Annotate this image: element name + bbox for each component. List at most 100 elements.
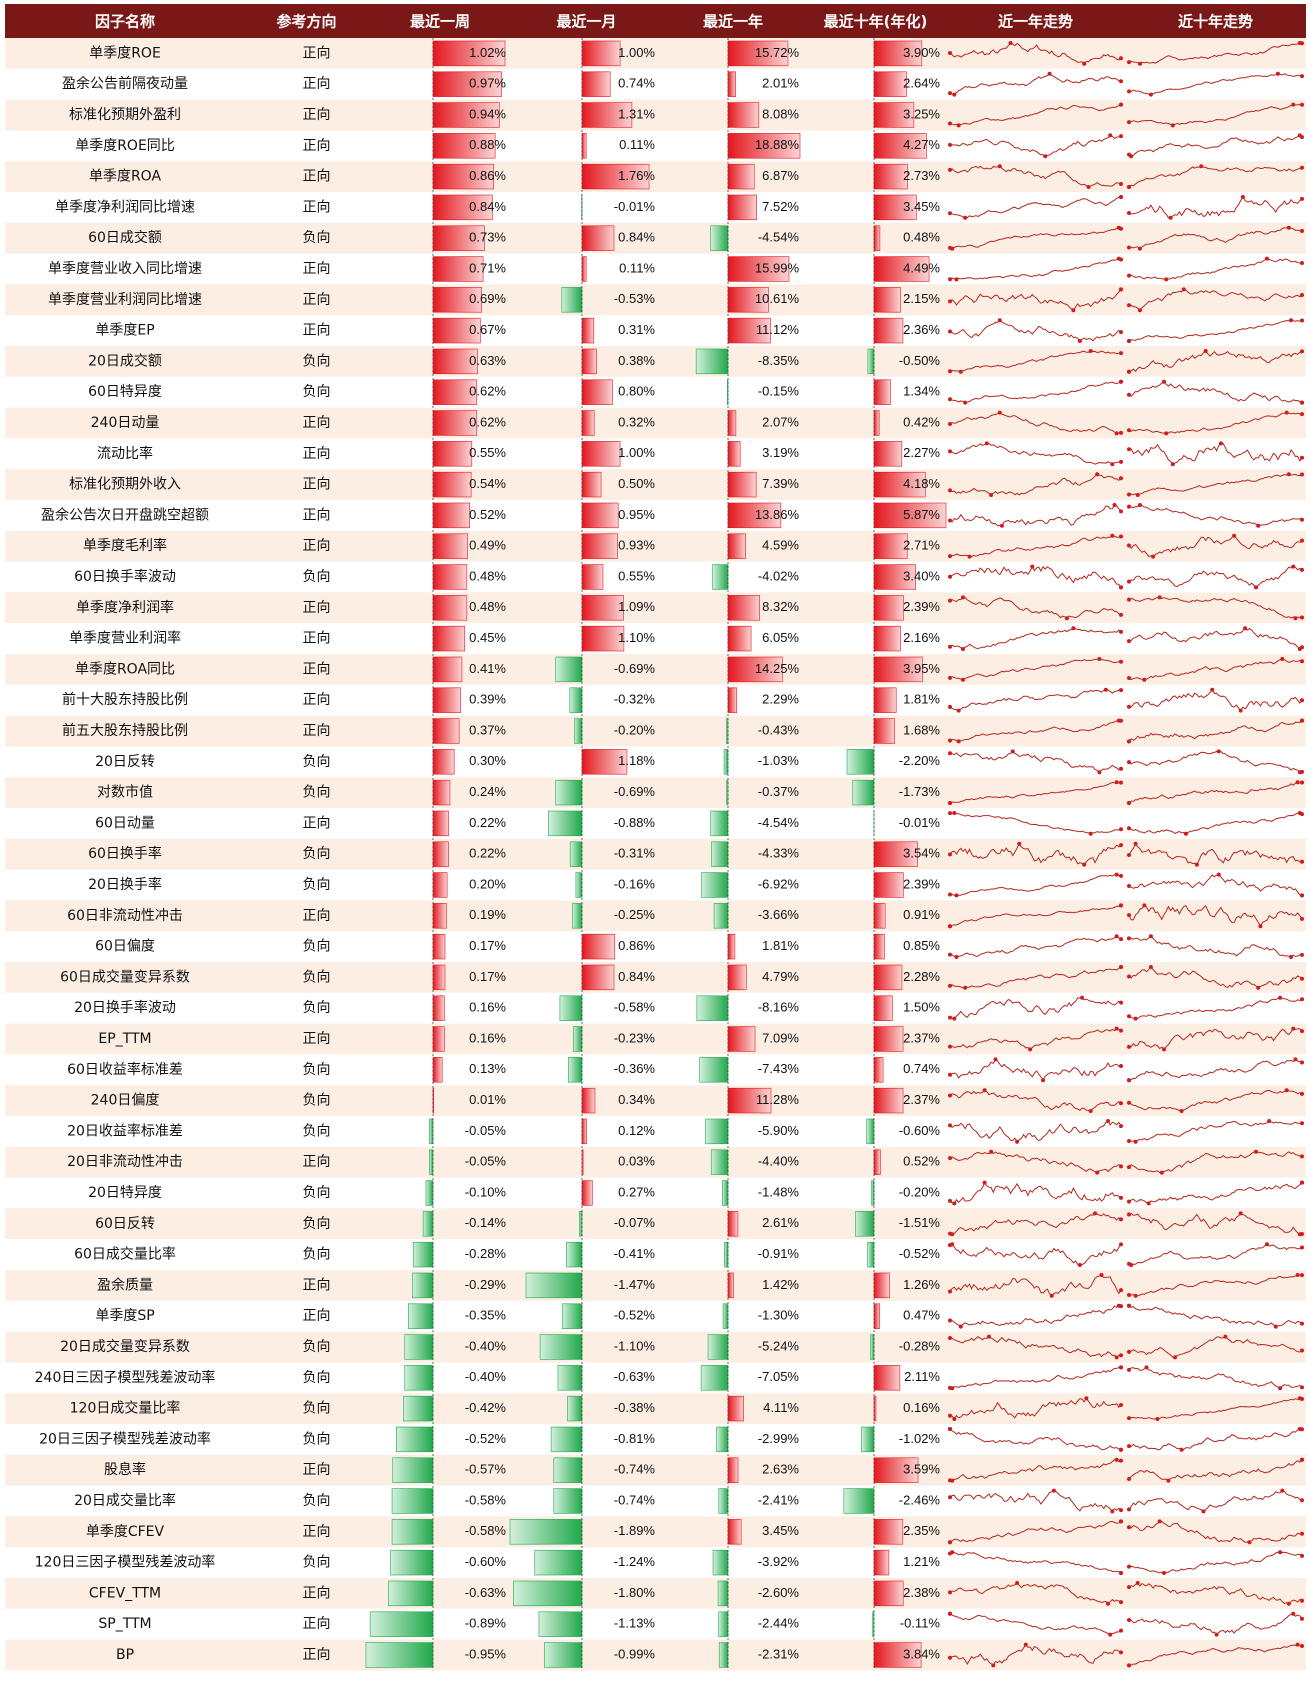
sparkline-dot: [1149, 93, 1153, 97]
factor-name: 60日特异度: [88, 384, 162, 400]
sparkline-dot: [948, 645, 952, 649]
sparkline-dot: [1217, 749, 1221, 753]
header-cell: 近十年走势: [1178, 13, 1253, 31]
sparkline-dot: [1293, 1057, 1297, 1061]
sparkline-dot: [1015, 1581, 1019, 1585]
positive-bar: [874, 411, 879, 436]
sparkline-dot: [1028, 1047, 1032, 1051]
sparkline-dot: [1278, 1386, 1282, 1390]
positive-bar: [433, 688, 461, 713]
negative-bar: [700, 1057, 728, 1082]
sparkline-dot: [1254, 585, 1258, 589]
sparkline-dot: [989, 493, 993, 497]
sparkline-dot: [961, 647, 965, 651]
sparkline-dot: [1300, 456, 1304, 460]
negative-bar: [719, 1643, 728, 1668]
sparkline-dot: [1127, 760, 1131, 764]
positive-bar: [433, 903, 446, 928]
sparkline-dot: [1201, 1509, 1205, 1513]
sparkline: [950, 1367, 1121, 1388]
sparkline-dot: [948, 211, 952, 215]
sparkline-dot: [1129, 1263, 1133, 1267]
sparkline-dot: [1127, 89, 1131, 93]
value: -8.16%: [758, 1000, 800, 1015]
sparkline-dot: [1119, 56, 1123, 60]
row-bg: [5, 1270, 1306, 1301]
sparkline-dot: [1127, 1200, 1131, 1204]
sparkline: [950, 1306, 1121, 1327]
sparkline: [1129, 1183, 1302, 1204]
sparkline-dot: [1127, 274, 1131, 278]
factor-name: 单季度营业收入同比增速: [48, 261, 202, 277]
sparkline-dot: [1127, 598, 1131, 602]
negative-bar: [724, 749, 728, 774]
value: 0.52%: [903, 1154, 940, 1169]
sparkline-dot: [1300, 473, 1304, 477]
positive-bar: [582, 1119, 587, 1144]
row-bg: [5, 161, 1306, 192]
negative-bar: [554, 1458, 582, 1483]
sparkline-dot: [954, 277, 958, 281]
sparkline-dot: [1204, 349, 1208, 353]
negative-bar: [556, 657, 582, 682]
factor-name: 240日三因子模型残差波动率: [35, 1369, 216, 1386]
value: 4.49%: [903, 260, 940, 275]
value: 3.19%: [762, 445, 799, 460]
sparkline-dot: [1300, 616, 1304, 620]
negative-bar: [576, 873, 582, 898]
positive-bar: [874, 1027, 903, 1052]
positive-bar: [433, 873, 447, 898]
value: -0.40%: [465, 1369, 507, 1384]
sparkline-dot: [1009, 41, 1013, 45]
header-cell: 最近十年(年化): [824, 13, 928, 31]
sparkline-dot: [1110, 1509, 1114, 1513]
value: 1.68%: [903, 722, 940, 737]
negative-bar: [711, 1150, 728, 1175]
sparkline-dot: [1296, 1273, 1300, 1277]
value: 15.99%: [755, 260, 800, 275]
sparkline: [950, 875, 1121, 896]
sparkline-dot: [1300, 719, 1304, 723]
sparkline: [950, 936, 1121, 957]
negative-bar: [844, 1489, 874, 1514]
sparkline-dot: [1215, 1633, 1219, 1637]
value: 7.52%: [762, 199, 799, 214]
value: 2.73%: [903, 168, 940, 183]
value: -0.63%: [614, 1369, 656, 1384]
value: 0.11%: [619, 260, 655, 275]
positive-bar: [728, 965, 746, 990]
positive-bar: [728, 1396, 744, 1421]
value: -2.20%: [899, 753, 941, 768]
sparkline-dot: [1142, 678, 1146, 682]
sparkline-dot: [1291, 1027, 1295, 1031]
value: 2.39%: [903, 599, 940, 614]
factor-name: BP: [116, 1647, 134, 1663]
factor-name: 20日换手率: [88, 876, 162, 893]
value: 3.45%: [903, 199, 940, 214]
sparkline: [950, 1552, 1121, 1573]
positive-bar: [874, 226, 880, 251]
value: -0.38%: [614, 1400, 656, 1415]
sparkline-dot: [1127, 936, 1131, 940]
sparkline-dot: [1127, 60, 1131, 64]
sparkline-dot: [952, 1201, 956, 1205]
value: -0.01%: [614, 199, 656, 214]
sparkline-dot: [1127, 185, 1131, 189]
sparkline-dot: [1223, 1335, 1227, 1339]
direction: 正向: [303, 45, 331, 61]
sparkline-dot: [948, 1540, 952, 1544]
sparkline-dot: [1300, 401, 1304, 405]
sparkline-dot: [948, 554, 952, 558]
value: 3.45%: [762, 1523, 799, 1538]
sparkline-dot: [1182, 287, 1186, 291]
sparkline-dot: [1115, 431, 1119, 435]
direction: 正向: [303, 199, 331, 215]
value: 0.52%: [469, 507, 506, 522]
sparkline-dot: [1119, 1304, 1123, 1308]
factor-name: 标准化预期外收入: [69, 477, 181, 493]
sparkline-dot: [948, 751, 952, 755]
sparkline-dot: [1115, 780, 1119, 784]
direction: 负向: [303, 384, 331, 400]
negative-bar: [392, 1489, 433, 1514]
factor-name: 单季度ROA: [89, 169, 162, 185]
